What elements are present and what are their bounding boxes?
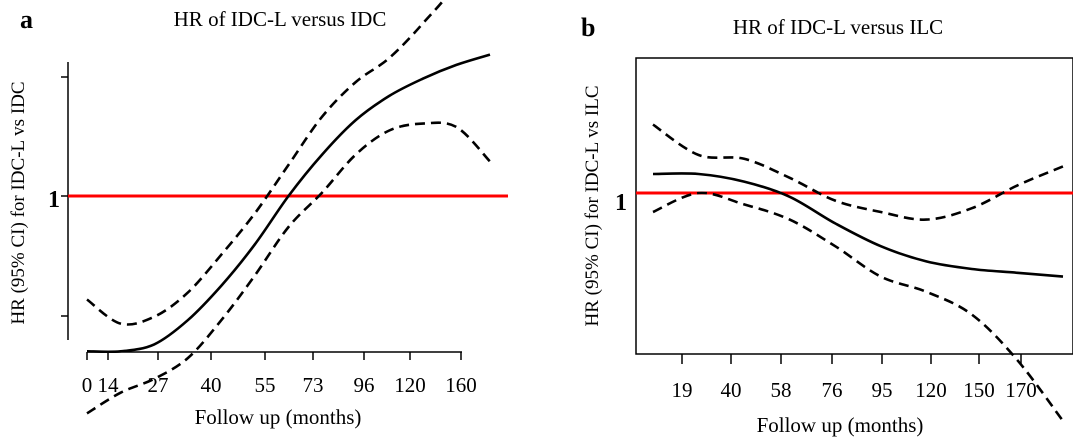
panel-a-y-axis-label: HR (95% CI) for IDC-L vs IDC (8, 81, 29, 324)
x-tick-label: 27 (148, 373, 169, 397)
upper-ci-line (86, 0, 446, 326)
panel-b-y-tick-label: 1 (615, 190, 627, 216)
x-tick-label: 55 (255, 373, 276, 397)
x-tick-label: 120 (915, 378, 947, 402)
x-tick-label: 96 (354, 373, 375, 397)
x-tick-label: 19 (672, 378, 693, 402)
panel-b-title: HR of IDC-L versus ILC (733, 15, 943, 39)
panel-a-y-tick-label: 1 (48, 187, 60, 213)
x-tick-label: 120 (394, 373, 426, 397)
x-tick-label: 40 (201, 373, 222, 397)
x-tick-label: 73 (303, 373, 324, 397)
hr-estimate-line (652, 172, 1064, 278)
panel-a-title: HR of IDC-L versus IDC (174, 7, 387, 31)
panel-b-x-axis-label: Follow up (months) (757, 413, 924, 437)
panel-a: a HR of IDC-L versus IDC HR (95% CI) for… (8, 0, 508, 429)
hr-estimate-line (86, 53, 491, 354)
panel-a-label: a (20, 5, 33, 34)
x-tick-label: 150 (963, 378, 995, 402)
panel-b-y-axis-label: HR (95% CI) for IDC-L vs ILC (582, 86, 603, 327)
panel-b: b HR of IDC-L versus ILC HR (95% CI) for… (581, 13, 1073, 437)
panel-a-axes (61, 62, 462, 353)
upper-ci-line (652, 123, 1064, 221)
lower-ci-line (86, 121, 491, 415)
panel-b-x-ticks: 19 40 58 76 95 120 150 170 (672, 354, 1037, 402)
panel-b-frame (635, 57, 1073, 355)
panel-b-plot-area (636, 123, 1073, 422)
panel-a-plot-area (68, 0, 508, 415)
x-tick-label: 76 (822, 378, 843, 402)
panel-a-x-axis-label: Follow up (months) (195, 405, 362, 429)
panel-a-x-ticks: 0 14 27 40 55 73 96 120 160 (82, 352, 477, 397)
panel-b-label: b (581, 13, 595, 42)
x-tick-label: 95 (872, 378, 893, 402)
x-tick-label: 170 (1005, 378, 1037, 402)
x-tick-label: 40 (721, 378, 742, 402)
x-tick-label: 0 (82, 373, 93, 397)
lower-ci-line (652, 191, 1065, 422)
x-tick-label: 58 (771, 378, 792, 402)
x-tick-label: 160 (445, 373, 477, 397)
x-tick-label: 14 (98, 373, 120, 397)
